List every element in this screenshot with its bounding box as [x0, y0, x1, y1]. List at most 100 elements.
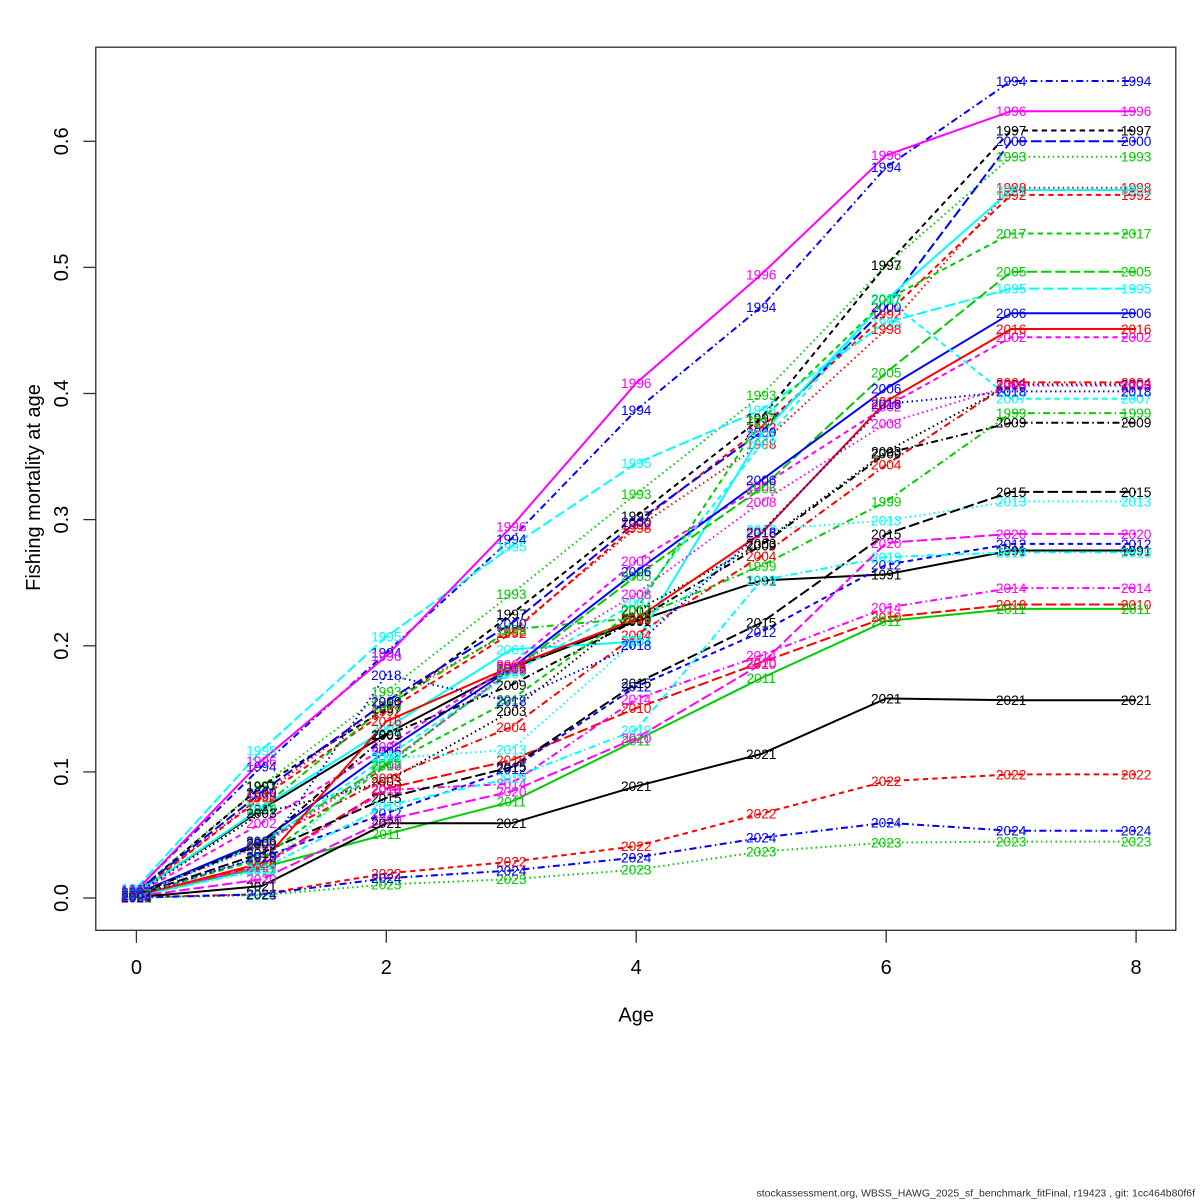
svg-text:2011: 2011: [122, 889, 151, 904]
svg-text:2014: 2014: [121, 889, 152, 904]
svg-text:2007: 2007: [996, 392, 1026, 407]
svg-text:8: 8: [1131, 957, 1142, 979]
svg-text:2003: 2003: [621, 603, 652, 618]
svg-text:2000: 2000: [621, 515, 652, 530]
svg-text:0.6: 0.6: [51, 127, 73, 155]
svg-text:2000: 2000: [1121, 134, 1152, 149]
svg-text:2002: 2002: [496, 658, 526, 673]
svg-text:2021: 2021: [121, 890, 151, 905]
svg-text:1992: 1992: [371, 704, 401, 719]
svg-text:2000: 2000: [246, 785, 277, 800]
svg-text:2020: 2020: [121, 889, 152, 904]
svg-text:2002: 2002: [246, 816, 276, 831]
svg-text:1991: 1991: [621, 614, 651, 629]
svg-text:2003: 2003: [996, 377, 1027, 392]
svg-text:1991: 1991: [246, 803, 276, 818]
svg-text:2001: 2001: [871, 293, 901, 308]
svg-text:2019: 2019: [871, 550, 901, 565]
svg-text:2009: 2009: [746, 538, 776, 553]
svg-text:2001: 2001: [621, 635, 651, 650]
svg-text:2024: 2024: [996, 824, 1027, 839]
svg-text:2011: 2011: [621, 733, 650, 748]
svg-text:1995: 1995: [246, 743, 277, 758]
svg-text:2013: 2013: [621, 633, 652, 648]
svg-text:2006: 2006: [1121, 306, 1152, 321]
svg-text:1994: 1994: [871, 160, 902, 175]
svg-text:2003: 2003: [1121, 377, 1152, 392]
svg-text:0.3: 0.3: [51, 506, 73, 534]
svg-text:1997: 1997: [621, 509, 651, 524]
svg-text:2021: 2021: [621, 779, 651, 794]
svg-text:Age: Age: [618, 1005, 654, 1027]
svg-text:2007: 2007: [246, 837, 276, 852]
svg-text:2004: 2004: [371, 771, 402, 786]
svg-text:stockassessment.org, WBSS_HAWG: stockassessment.org, WBSS_HAWG_2025_sf_b…: [757, 1187, 1196, 1199]
svg-text:2013: 2013: [1121, 494, 1152, 509]
svg-text:2022: 2022: [1121, 767, 1151, 782]
svg-text:1994: 1994: [746, 300, 777, 315]
svg-text:2017: 2017: [121, 887, 151, 902]
svg-text:2023: 2023: [496, 872, 527, 887]
svg-text:2010: 2010: [871, 610, 902, 625]
svg-text:2012: 2012: [121, 888, 151, 903]
svg-text:2023: 2023: [1121, 835, 1152, 850]
svg-text:1999: 1999: [246, 801, 276, 816]
svg-text:2015: 2015: [496, 760, 527, 775]
svg-text:4: 4: [631, 957, 642, 979]
svg-text:2018: 2018: [871, 397, 902, 412]
svg-text:1997: 1997: [746, 411, 776, 426]
svg-text:2016: 2016: [1121, 322, 1152, 337]
svg-text:2010: 2010: [246, 858, 277, 873]
svg-text:0.4: 0.4: [51, 380, 73, 408]
svg-text:2014: 2014: [496, 777, 527, 792]
svg-text:2011: 2011: [871, 614, 900, 629]
svg-text:1993: 1993: [496, 587, 527, 602]
svg-text:1996: 1996: [871, 148, 902, 163]
svg-text:2018: 2018: [621, 638, 652, 653]
svg-text:2011: 2011: [372, 827, 401, 842]
svg-text:2006: 2006: [996, 306, 1027, 321]
svg-text:1995: 1995: [871, 315, 902, 330]
svg-text:2010: 2010: [621, 701, 652, 716]
svg-text:1995: 1995: [121, 881, 152, 896]
svg-text:1999: 1999: [496, 622, 526, 637]
svg-text:2017: 2017: [871, 293, 901, 308]
svg-text:2008: 2008: [246, 838, 277, 853]
svg-text:2015: 2015: [746, 616, 777, 631]
svg-text:2004: 2004: [246, 835, 277, 850]
svg-text:1992: 1992: [496, 626, 526, 641]
svg-text:1998: 1998: [496, 624, 527, 639]
svg-text:1997: 1997: [871, 258, 901, 273]
svg-text:2012: 2012: [871, 558, 901, 573]
svg-text:2020: 2020: [621, 731, 652, 746]
svg-text:2021: 2021: [996, 693, 1026, 708]
svg-text:2000: 2000: [871, 300, 902, 315]
svg-text:2015: 2015: [871, 527, 902, 542]
svg-text:2015: 2015: [1121, 485, 1152, 500]
svg-text:1997: 1997: [996, 123, 1026, 138]
svg-text:1996: 1996: [746, 267, 777, 282]
svg-text:2004: 2004: [746, 549, 777, 564]
svg-text:2006: 2006: [246, 834, 277, 849]
svg-text:1991: 1991: [121, 886, 151, 901]
svg-text:2001: 2001: [746, 427, 776, 442]
svg-text:1994: 1994: [496, 532, 527, 547]
svg-text:0.1: 0.1: [51, 758, 73, 786]
svg-text:1999: 1999: [371, 699, 401, 714]
svg-text:2010: 2010: [1121, 597, 1152, 612]
svg-text:0.2: 0.2: [51, 632, 73, 660]
svg-text:2019: 2019: [121, 889, 151, 904]
svg-text:0: 0: [131, 957, 142, 979]
svg-text:2018: 2018: [246, 849, 277, 864]
svg-text:2022: 2022: [496, 855, 526, 870]
svg-text:2017: 2017: [621, 602, 651, 617]
svg-text:2009: 2009: [621, 613, 651, 628]
svg-text:2015: 2015: [121, 888, 152, 903]
svg-text:2001: 2001: [246, 801, 276, 816]
svg-text:2023: 2023: [996, 835, 1027, 850]
svg-text:2022: 2022: [246, 887, 276, 902]
svg-text:2013: 2013: [121, 889, 152, 904]
svg-text:2012: 2012: [621, 680, 651, 695]
svg-text:2011: 2011: [996, 602, 1025, 617]
svg-text:2004: 2004: [1121, 375, 1152, 390]
